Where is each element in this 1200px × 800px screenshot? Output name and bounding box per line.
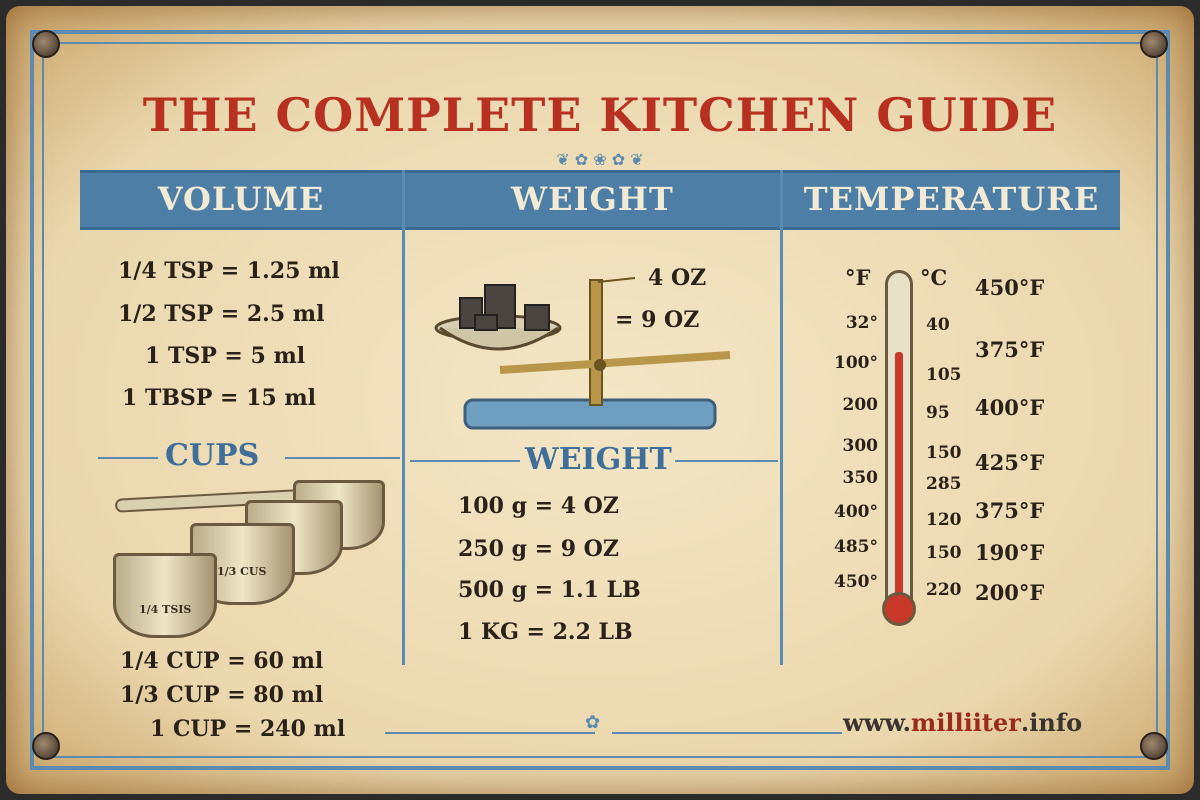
temperature-value: 400°F xyxy=(975,395,1045,420)
celsius-tick: 40 xyxy=(926,315,950,335)
fahrenheit-tick: 400° xyxy=(834,502,878,522)
rivet-icon xyxy=(32,30,60,58)
celsius-tick: 285 xyxy=(926,474,962,494)
temperature-value: 450°F xyxy=(975,275,1045,300)
celsius-tick: 150 xyxy=(926,543,962,563)
fahrenheit-unit: °F xyxy=(845,265,871,290)
temperature-value: 425°F xyxy=(975,450,1045,475)
fahrenheit-tick: 200 xyxy=(842,395,879,415)
temperature-value: 375°F xyxy=(975,498,1045,523)
volume-item: 1/4 TSP = 1.25 ml xyxy=(118,258,340,284)
weight-item: 1 KG = 2.2 LB xyxy=(458,619,633,645)
volume-header: VOLUME xyxy=(157,180,325,218)
outer-frame xyxy=(30,30,1170,770)
rivet-icon xyxy=(1140,30,1168,58)
page-title: THE COMPLETE KITCHEN GUIDE xyxy=(142,88,1058,142)
celsius-tick: 105 xyxy=(926,365,962,385)
celsius-unit: °C xyxy=(920,265,948,290)
header-band xyxy=(80,170,1120,230)
volume-item: 1 TBSP = 15 ml xyxy=(122,385,317,411)
temperature-value: 200°F xyxy=(975,580,1045,605)
cups-item: 1 CUP = 240 ml xyxy=(150,716,346,742)
weight-item: 250 g = 9 OZ xyxy=(458,536,619,562)
divider xyxy=(675,460,778,462)
divider xyxy=(385,732,595,734)
celsius-tick: 95 xyxy=(926,403,950,423)
balance-scale-illustration xyxy=(434,277,731,430)
fahrenheit-tick: 350 xyxy=(842,468,879,488)
divider xyxy=(612,732,842,734)
cup-label: 1/3 CUS xyxy=(217,565,267,578)
column-divider xyxy=(402,170,405,665)
cups-item: 1/3 CUP = 80 ml xyxy=(120,682,324,708)
website-url: www.milliiter.info xyxy=(843,708,1083,737)
volume-item: 1 TSP = 5 ml xyxy=(145,343,306,369)
fahrenheit-tick: 450° xyxy=(834,572,878,592)
thermometer-bulb xyxy=(882,592,916,626)
volume-item: 1/2 TSP = 2.5 ml xyxy=(118,301,325,327)
celsius-tick: 120 xyxy=(926,510,962,530)
celsius-tick: 150 xyxy=(926,443,962,463)
divider xyxy=(98,457,158,459)
weight-subheading: WEIGHT xyxy=(525,442,672,477)
fahrenheit-tick: 300 xyxy=(842,436,879,456)
inner-frame xyxy=(42,42,1158,758)
cups-heading: CUPS xyxy=(165,438,260,473)
celsius-tick: 220 xyxy=(926,580,962,600)
floral-ornament-icon: ✿ xyxy=(585,712,601,733)
temperature-header: TEMPERATURE xyxy=(803,180,1100,218)
weight-header: WEIGHT xyxy=(511,180,674,218)
column-divider xyxy=(780,170,783,665)
fahrenheit-tick: 32° xyxy=(845,313,878,333)
divider xyxy=(285,457,400,459)
weight-item: 100 g = 4 OZ xyxy=(458,493,619,519)
rivet-icon xyxy=(1140,732,1168,760)
measuring-cups-illustration: 1/3 CUS 1/4 TSIS xyxy=(105,475,395,640)
scale-label: 4 OZ xyxy=(648,265,707,291)
temperature-value: 190°F xyxy=(975,540,1045,565)
temperature-value: 375°F xyxy=(975,337,1045,362)
fahrenheit-tick: 100° xyxy=(834,353,878,373)
floral-ornament-icon: ❦ ✿ ❀ ✿ ❦ xyxy=(556,150,644,169)
fahrenheit-tick: 485° xyxy=(834,537,878,557)
thermometer-icon xyxy=(885,270,913,615)
cup-label: 1/4 TSIS xyxy=(139,603,192,616)
cups-item: 1/4 CUP = 60 ml xyxy=(120,648,324,674)
divider xyxy=(410,460,520,462)
weight-item: 500 g = 1.1 LB xyxy=(458,577,641,603)
rivet-icon xyxy=(32,732,60,760)
mercury-column xyxy=(895,352,903,602)
scale-label: = 9 OZ xyxy=(615,307,700,333)
